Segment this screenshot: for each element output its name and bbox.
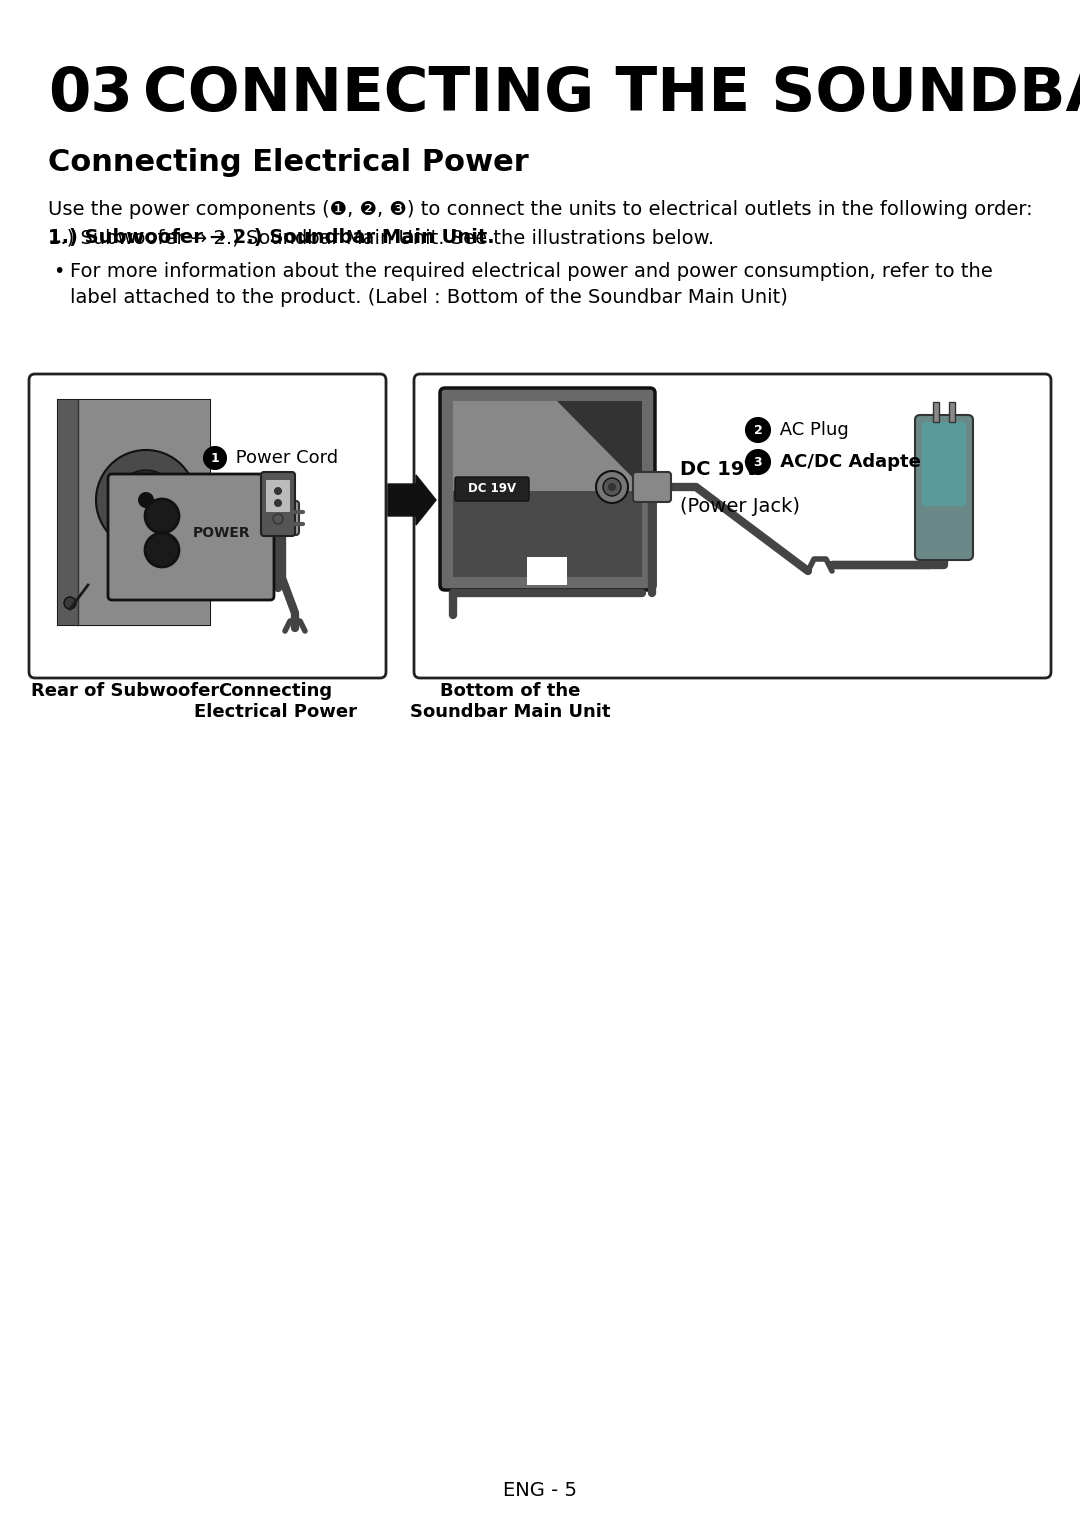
Text: Use the power components (❶, ❷, ❸) to connect the units to electrical outlets in: Use the power components (❶, ❷, ❸) to co… xyxy=(48,201,1032,219)
FancyBboxPatch shape xyxy=(414,374,1051,679)
Text: •: • xyxy=(53,262,65,280)
Bar xyxy=(58,400,78,625)
Polygon shape xyxy=(557,401,642,487)
Circle shape xyxy=(603,478,621,496)
Text: AC Plug: AC Plug xyxy=(774,421,849,440)
Bar xyxy=(453,401,642,495)
Circle shape xyxy=(138,492,154,509)
Circle shape xyxy=(596,470,627,502)
FancyArrow shape xyxy=(388,475,436,525)
Circle shape xyxy=(274,487,282,495)
FancyBboxPatch shape xyxy=(108,473,274,601)
Text: label attached to the product. (Label : Bottom of the Soundbar Main Unit): label attached to the product. (Label : … xyxy=(70,288,788,306)
FancyBboxPatch shape xyxy=(266,480,291,512)
Text: 1.) Subwoofer → 2.) Soundbar Main Unit. See the illustrations below.: 1.) Subwoofer → 2.) Soundbar Main Unit. … xyxy=(48,228,714,247)
Text: CONNECTING THE SOUNDBAR: CONNECTING THE SOUNDBAR xyxy=(143,64,1080,124)
Bar xyxy=(527,558,567,585)
FancyBboxPatch shape xyxy=(455,476,529,501)
Circle shape xyxy=(96,450,195,550)
Text: Connecting
Electrical Power: Connecting Electrical Power xyxy=(193,682,356,720)
FancyBboxPatch shape xyxy=(261,472,295,536)
Circle shape xyxy=(746,450,770,473)
Text: 1: 1 xyxy=(211,452,219,464)
Circle shape xyxy=(608,483,616,490)
Text: POWER: POWER xyxy=(193,525,251,539)
Bar xyxy=(78,400,210,625)
Circle shape xyxy=(145,533,179,567)
Bar xyxy=(933,401,939,421)
Text: DC 19V: DC 19V xyxy=(468,483,516,495)
Text: (Power Jack): (Power Jack) xyxy=(680,496,800,516)
Circle shape xyxy=(204,447,226,469)
Text: Connecting Electrical Power: Connecting Electrical Power xyxy=(48,149,529,178)
Text: ENG - 5: ENG - 5 xyxy=(503,1481,577,1500)
FancyBboxPatch shape xyxy=(265,501,299,535)
Circle shape xyxy=(64,597,76,610)
Text: DC 19V: DC 19V xyxy=(680,460,759,480)
Text: For more information about the required electrical power and power consumption, : For more information about the required … xyxy=(70,262,993,280)
Text: Rear of Subwoofer: Rear of Subwoofer xyxy=(31,682,219,700)
Bar xyxy=(58,400,210,625)
Text: Bottom of the
Soundbar Main Unit: Bottom of the Soundbar Main Unit xyxy=(409,682,610,720)
Text: 3: 3 xyxy=(754,455,762,469)
Text: 03: 03 xyxy=(48,64,133,124)
FancyBboxPatch shape xyxy=(922,421,966,506)
FancyBboxPatch shape xyxy=(633,472,671,502)
Bar xyxy=(453,490,642,578)
Circle shape xyxy=(746,418,770,443)
FancyBboxPatch shape xyxy=(29,374,386,679)
Text: Power Cord: Power Cord xyxy=(230,449,338,467)
Circle shape xyxy=(273,515,283,524)
Text: 1.) Subwoofer → 2.) Soundbar Main Unit.: 1.) Subwoofer → 2.) Soundbar Main Unit. xyxy=(48,228,495,247)
FancyBboxPatch shape xyxy=(440,388,654,590)
Text: 2: 2 xyxy=(754,423,762,437)
Text: AC/DC Adapter: AC/DC Adapter xyxy=(774,453,930,470)
Circle shape xyxy=(145,499,179,533)
Bar xyxy=(949,401,955,421)
Circle shape xyxy=(116,470,176,530)
Circle shape xyxy=(274,499,282,507)
FancyBboxPatch shape xyxy=(915,415,973,561)
